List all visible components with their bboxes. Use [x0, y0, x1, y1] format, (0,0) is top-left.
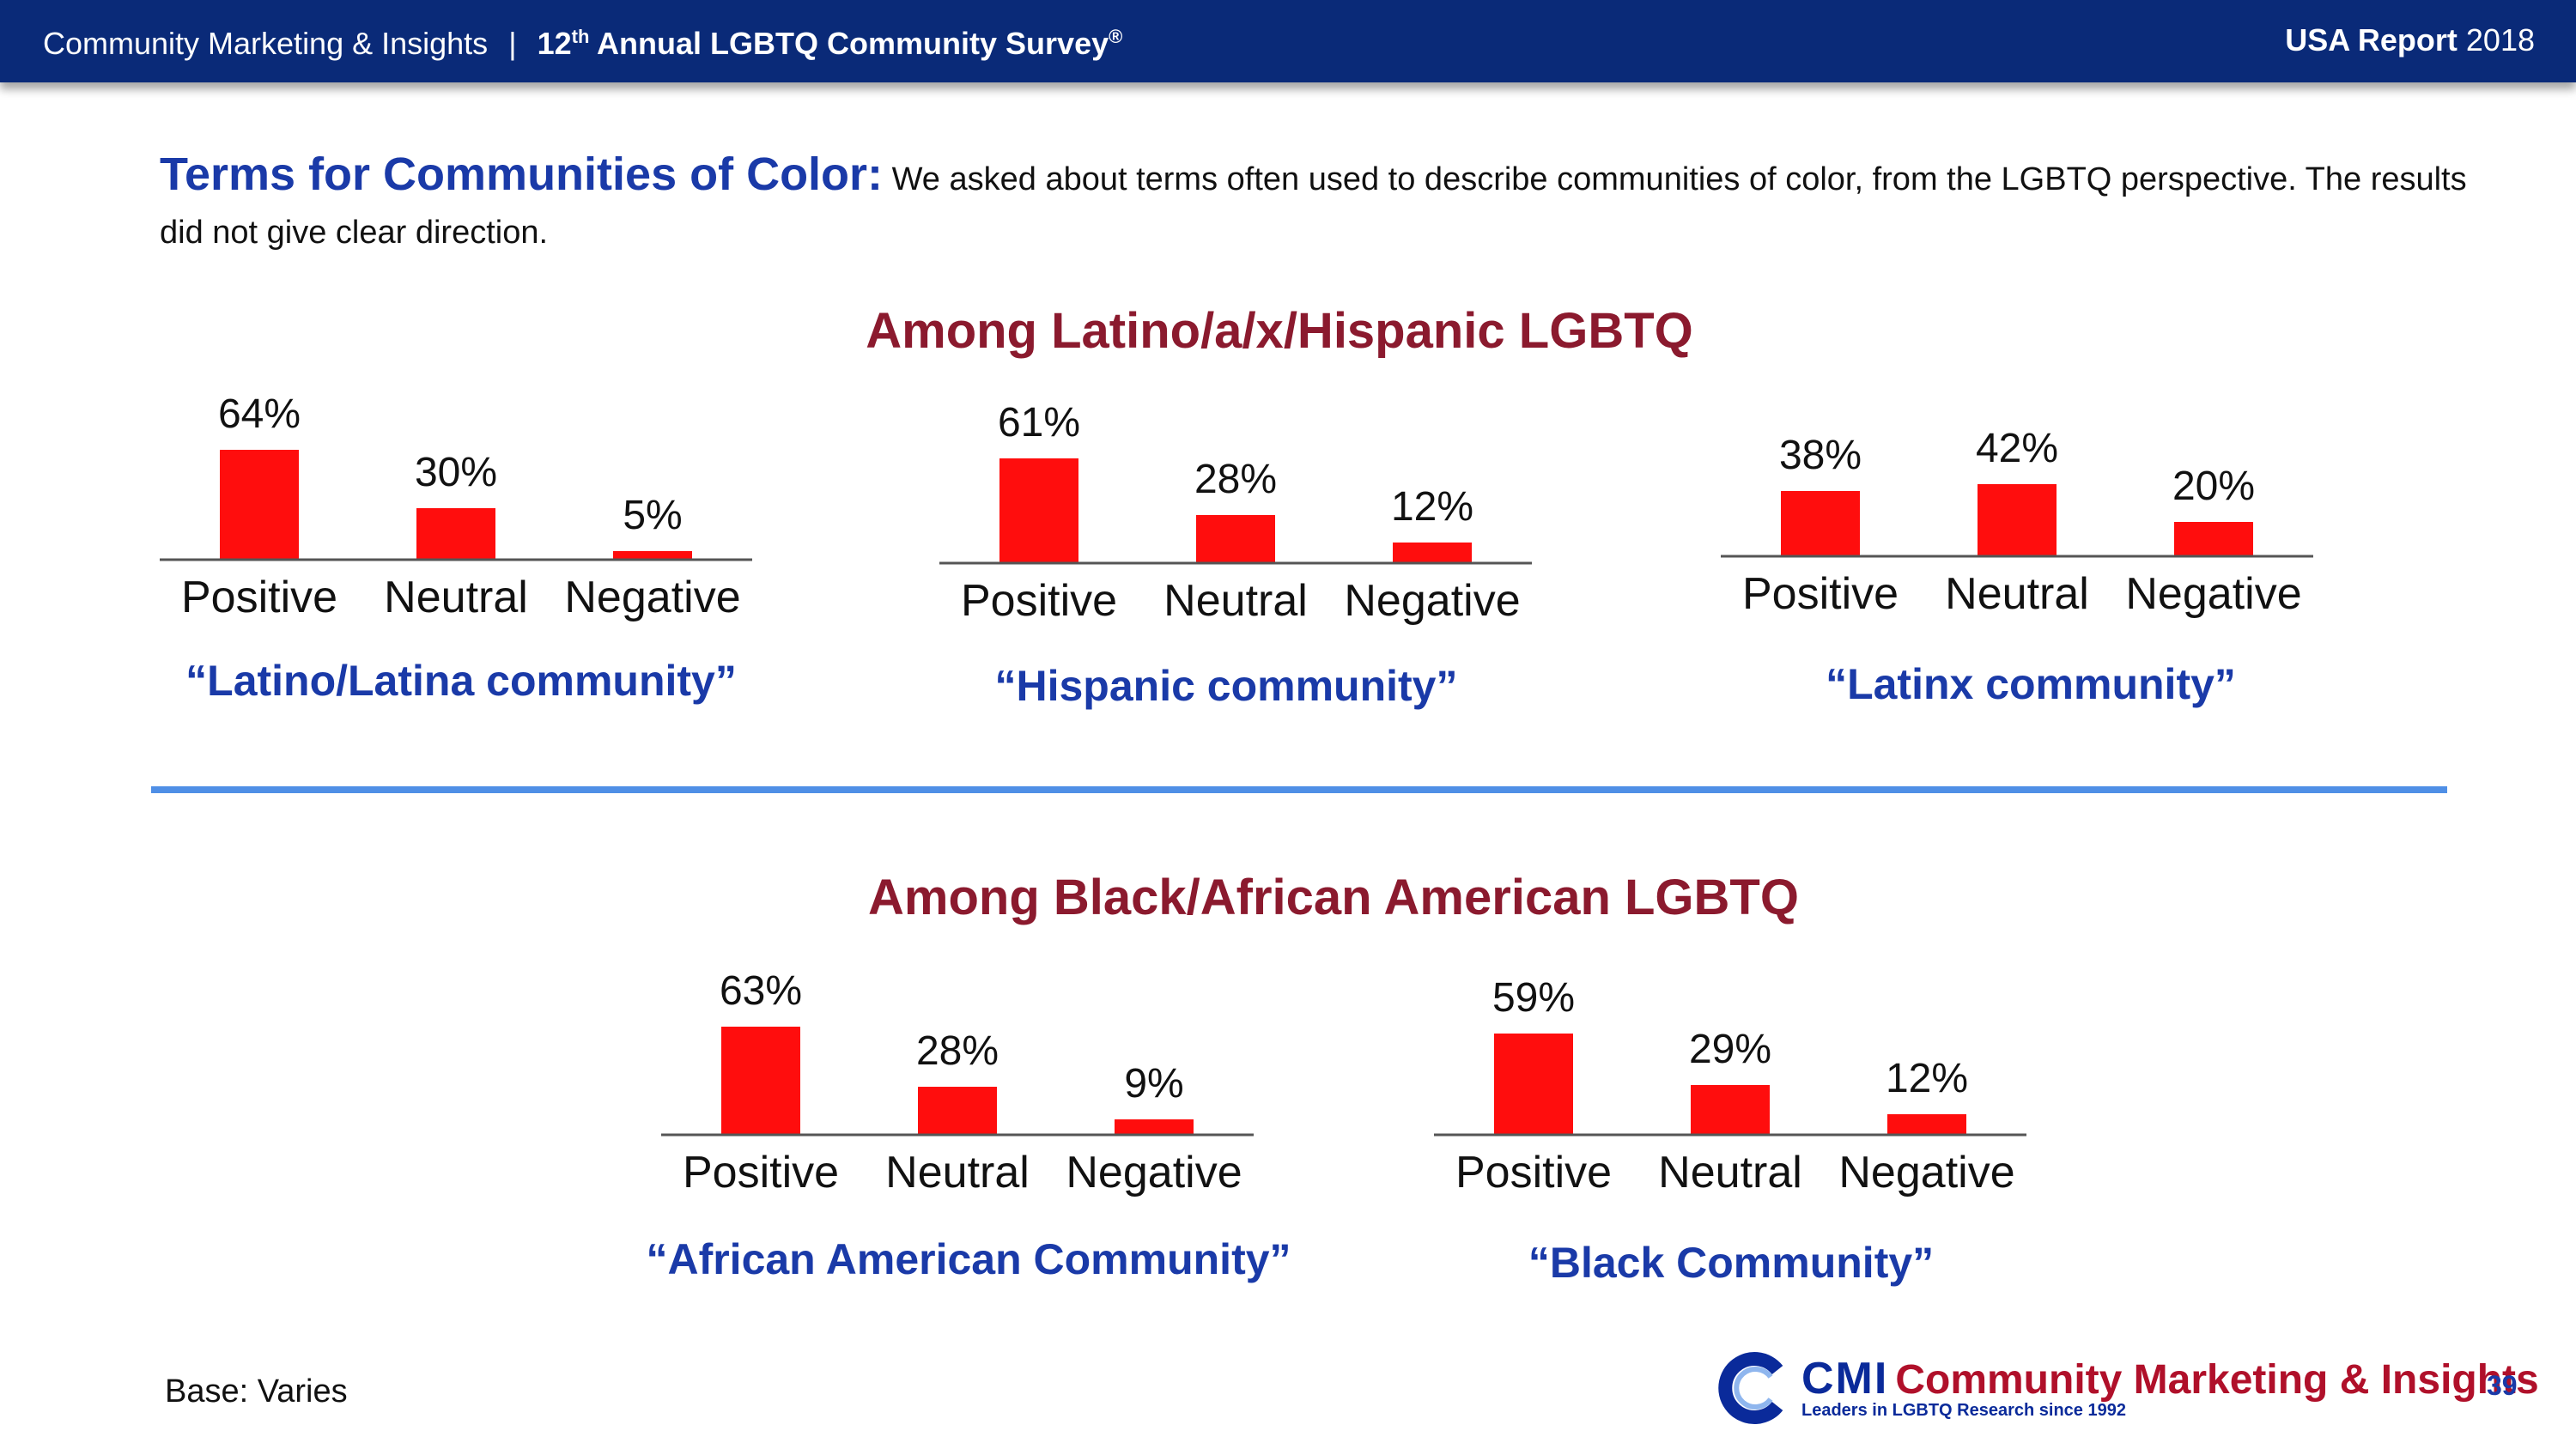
category-label-positive: Positive [960, 576, 1118, 626]
chart-black: 59% 29% 12% Positive Neutral Negative [1434, 975, 2026, 1202]
chart-latino-latina: 64% 30% 5% Positive Neutral Negative [160, 391, 752, 627]
category-label-negative: Negative [1344, 576, 1521, 626]
survey-title: 12th Annual LGBTQ Community Survey® [538, 26, 1123, 61]
cmi-logo-icon [1718, 1352, 1783, 1424]
survey-name: Annual LGBTQ Community Survey [589, 26, 1109, 61]
header-left: Community Marketing & Insights | 12th An… [43, 26, 1122, 62]
section-title-black: Among Black/African American LGBTQ [868, 870, 1799, 925]
data-label-neutral: 42% [1976, 426, 2058, 471]
cmi-logo: CMI Community Marketing & Insights Leader… [1717, 1351, 2539, 1424]
bar-chart-svg-black: 59% 29% 12% [1434, 975, 2026, 1137]
bar-negative [613, 551, 692, 560]
bar-positive [220, 450, 299, 560]
category-label-neutral: Neutral [885, 1148, 1030, 1197]
section-divider [151, 786, 2447, 793]
data-label-positive: 61% [998, 400, 1080, 446]
report-year: 2018 [2465, 22, 2535, 58]
page-number: 39 [2487, 1370, 2518, 1401]
category-label-neutral: Neutral [1658, 1148, 1802, 1197]
header-bar: Community Marketing & Insights | 12th An… [0, 0, 2576, 82]
bar-negative [1887, 1114, 1966, 1135]
bar-negative [2174, 522, 2253, 556]
bar-chart-svg-latinx: 38% 42% 20% [1721, 426, 2313, 558]
chart-hispanic: 61% 28% 12% Positive Neutral Negative [939, 400, 1532, 630]
base-note: Base: Varies [165, 1373, 348, 1410]
category-labels: Positive Neutral Negative [160, 572, 752, 623]
data-label-neutral: 28% [1194, 457, 1277, 502]
bar-negative [1115, 1119, 1194, 1135]
category-labels: Positive Neutral Negative [661, 1147, 1254, 1198]
data-label-positive: 63% [720, 968, 802, 1014]
bar-negative [1393, 543, 1472, 563]
report-label: USA Report 2018 [2285, 22, 2535, 58]
category-label-positive: Positive [1741, 569, 1899, 619]
logo-company-name: Community Marketing & Insights [1895, 1357, 2539, 1403]
data-label-positive: 38% [1779, 433, 1862, 478]
category-label-neutral: Neutral [1163, 576, 1308, 626]
term-label-black: “Black Community” [1528, 1239, 1935, 1287]
bar-neutral [1196, 515, 1275, 563]
logo-wordmark: CMI Community Marketing & Insights [1801, 1353, 2539, 1404]
data-label-neutral: 28% [916, 1028, 999, 1074]
survey-number: 12 [537, 26, 572, 61]
data-label-positive: 64% [218, 391, 301, 437]
bar-chart-svg-latino-latina: 64% 30% 5% [160, 391, 752, 561]
registered-mark: ® [1109, 26, 1123, 47]
chart-african-american: 63% 28% 9% Positive Neutral Negative [661, 968, 1254, 1202]
data-label-neutral: 29% [1689, 1027, 1771, 1072]
intro-body: We asked about terms often used to descr… [160, 161, 2467, 251]
category-label-positive: Positive [180, 573, 338, 622]
intro-text: Terms for Communities of Color: We asked… [160, 148, 2478, 259]
intro-term: Terms for Communities of Color: [160, 149, 884, 200]
category-label-negative: Negative [1066, 1148, 1242, 1197]
category-labels: Positive Neutral Negative [1721, 568, 2313, 620]
term-label-latinx: “Latinx community” [1826, 660, 2236, 708]
bar-positive [999, 458, 1078, 563]
org-name: Community Marketing & Insights [43, 26, 489, 61]
term-label-latino-latina: “Latino/Latina community” [185, 657, 737, 705]
bar-positive [1494, 1034, 1573, 1135]
bar-positive [1781, 491, 1860, 556]
logo-tagline: Leaders in LGBTQ Research since 1992 [1801, 1401, 2126, 1420]
logo-cmi: CMI [1801, 1354, 1889, 1404]
category-label-neutral: Neutral [1945, 569, 2089, 619]
data-label-positive: 59% [1492, 975, 1575, 1021]
data-label-negative: 5% [623, 493, 682, 538]
category-label-negative: Negative [2125, 569, 2302, 619]
bar-chart-svg-hispanic: 61% 28% 12% [939, 400, 1532, 565]
data-label-negative: 12% [1391, 484, 1473, 530]
category-label-negative: Negative [564, 573, 741, 622]
bar-neutral [416, 508, 495, 560]
bar-neutral [1978, 484, 2057, 556]
section-title-latino: Among Latino/a/x/Hispanic LGBTQ [866, 303, 1693, 359]
data-label-neutral: 30% [415, 450, 497, 495]
header-separator: | [508, 26, 517, 61]
term-label-hispanic: “Hispanic community” [994, 662, 1458, 710]
category-label-neutral: Neutral [384, 573, 528, 622]
bar-positive [721, 1027, 800, 1135]
category-label-positive: Positive [1455, 1148, 1613, 1197]
data-label-negative: 20% [2172, 464, 2255, 509]
category-labels: Positive Neutral Negative [939, 575, 1532, 627]
survey-ordinal: th [571, 26, 590, 47]
bar-neutral [918, 1087, 997, 1135]
category-labels: Positive Neutral Negative [1434, 1147, 2026, 1198]
bar-chart-svg-african-american: 63% 28% 9% [661, 968, 1254, 1137]
data-label-negative: 12% [1886, 1056, 1968, 1101]
category-label-negative: Negative [1838, 1148, 2015, 1197]
report-name: USA Report [2285, 22, 2458, 58]
term-label-african-american: “African American Community” [646, 1235, 1291, 1283]
bar-neutral [1691, 1085, 1770, 1135]
chart-latinx: 38% 42% 20% Positive Neutral Negative [1721, 400, 2313, 623]
category-label-positive: Positive [682, 1148, 840, 1197]
data-label-negative: 9% [1124, 1061, 1183, 1106]
